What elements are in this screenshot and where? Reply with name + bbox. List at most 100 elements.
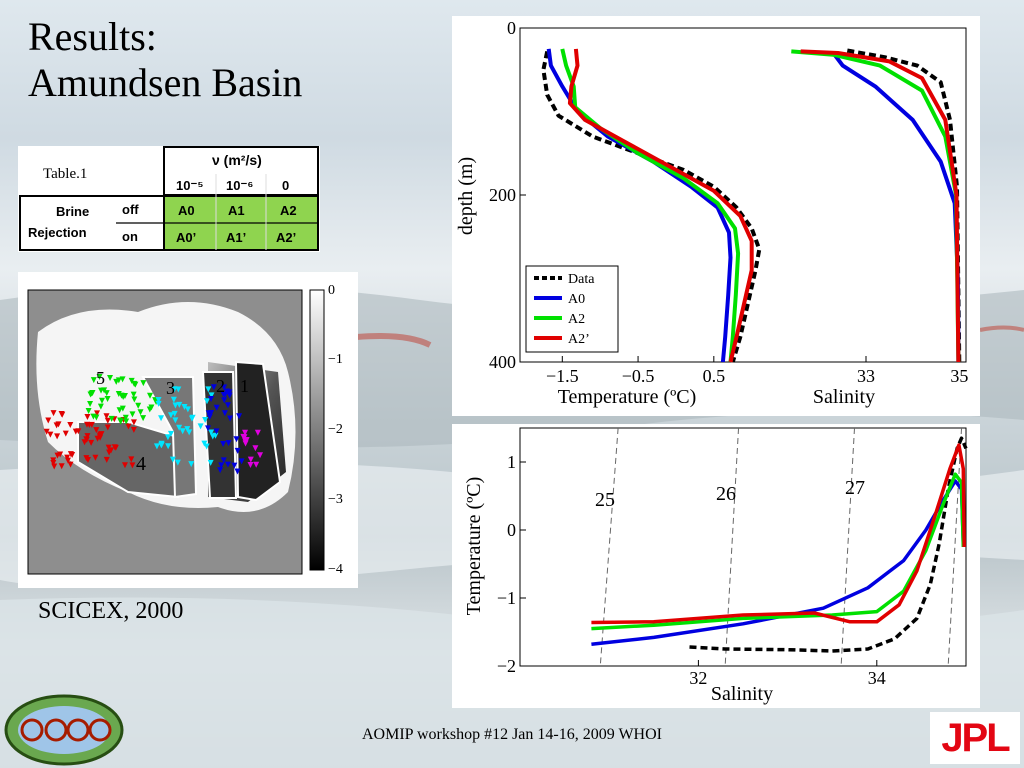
table-row-group-line1: Brine bbox=[56, 204, 89, 219]
isopycnal-label: 26 bbox=[716, 483, 736, 505]
marker-region-4 bbox=[103, 456, 110, 463]
marker-region-5 bbox=[90, 377, 97, 384]
series-line-a2 bbox=[591, 472, 966, 631]
marker-region-3 bbox=[169, 456, 176, 463]
marker-region-2 bbox=[225, 440, 232, 447]
marker-region-4 bbox=[111, 444, 118, 451]
y-tick-label: −1 bbox=[497, 588, 516, 608]
marker-region-3 bbox=[175, 386, 182, 393]
marker-region-2 bbox=[221, 397, 228, 404]
table-title: Table.1 bbox=[43, 166, 87, 182]
marker-region-2 bbox=[224, 402, 231, 409]
isopycnal-label: 27 bbox=[845, 477, 865, 499]
table-cell: A2 bbox=[280, 203, 297, 218]
map-colorbar bbox=[309, 289, 325, 571]
marker-region-4 bbox=[51, 463, 58, 470]
marker-region-3 bbox=[155, 397, 162, 404]
series-line-a0 bbox=[546, 48, 733, 363]
map-region-label: 4 bbox=[136, 453, 146, 475]
marker-region-5 bbox=[108, 415, 115, 422]
marker-region-4 bbox=[128, 456, 135, 463]
marker-region-4 bbox=[45, 417, 52, 424]
x-tick-label: 32 bbox=[689, 668, 707, 688]
plot-frame bbox=[519, 427, 967, 667]
marker-region-5 bbox=[123, 418, 130, 425]
marker-region-3 bbox=[208, 392, 215, 399]
marker-region-3 bbox=[176, 424, 183, 431]
marker-region-4 bbox=[129, 462, 136, 469]
x-tick-label: 0.5 bbox=[703, 366, 726, 386]
marker-region-5 bbox=[137, 409, 144, 416]
marker-region-3 bbox=[212, 432, 219, 439]
x-tick-label: 34 bbox=[868, 668, 886, 688]
series-line-a2 bbox=[591, 443, 966, 625]
footer-text: AOMIP workshop #12 Jan 14-16, 2009 WHOI bbox=[362, 726, 662, 743]
marker-region-2 bbox=[218, 462, 225, 469]
marker-region-5 bbox=[115, 390, 122, 397]
x-tick-label: −0.5 bbox=[622, 366, 655, 386]
profile-chart: 0 200 400 −1.5 −0.5 0.5 33 35 depth (m) Tempera… bbox=[452, 16, 980, 416]
jpl-logo-text: JPL bbox=[941, 716, 1010, 760]
y-tick-label: 0 bbox=[507, 520, 516, 540]
series-line-data bbox=[846, 48, 962, 363]
table-row-label-off: off bbox=[122, 202, 139, 217]
marker-region-4 bbox=[121, 462, 128, 469]
map-region-label: 5 bbox=[96, 368, 105, 388]
marker-region-2 bbox=[238, 458, 245, 465]
marker-region-2 bbox=[205, 425, 212, 432]
marker-region-3 bbox=[184, 406, 191, 413]
title-line-1: Results: bbox=[28, 14, 157, 59]
marker-region-3 bbox=[207, 459, 214, 466]
marker-region-3 bbox=[202, 416, 209, 423]
map-region-label: 2 bbox=[216, 376, 225, 396]
y-tick-label: 1 bbox=[507, 452, 516, 472]
marker-region-2 bbox=[213, 428, 220, 435]
marker-region-2 bbox=[220, 457, 227, 464]
marker-region-4 bbox=[54, 452, 61, 459]
marker-region-4 bbox=[130, 419, 137, 426]
marker-region-5 bbox=[120, 393, 127, 400]
series-line-a0 bbox=[591, 479, 966, 646]
marker-region-3 bbox=[188, 461, 195, 468]
marker-region-3 bbox=[153, 443, 160, 450]
table-header-nu: ν (m²/s) bbox=[212, 152, 262, 168]
marker-region-1 bbox=[242, 429, 249, 436]
marker-region-4 bbox=[54, 433, 61, 440]
marker-region-4 bbox=[104, 417, 111, 424]
x-tick-label: −1.5 bbox=[546, 366, 579, 386]
marker-region-2 bbox=[234, 447, 241, 454]
table-cell: A0 bbox=[178, 203, 195, 218]
experiment-table: Table.1 ν (m²/s) 10⁻⁵ 10⁻⁶ 0 Brine Rejec… bbox=[18, 146, 320, 252]
marker-region-3 bbox=[171, 410, 178, 417]
marker-region-2 bbox=[227, 415, 234, 422]
marker-region-2 bbox=[236, 413, 243, 420]
marker-region-1 bbox=[247, 461, 254, 468]
slide-title: Results: Amundsen Basin bbox=[28, 14, 302, 106]
marker-region-5 bbox=[93, 414, 100, 421]
marker-region-5 bbox=[129, 411, 136, 418]
marker-region-5 bbox=[87, 391, 94, 398]
marker-region-3 bbox=[205, 386, 212, 393]
marker-region-4 bbox=[88, 439, 95, 446]
legend-entry: A0 bbox=[568, 292, 585, 307]
marker-region-4 bbox=[55, 421, 62, 428]
y-tick-label: 0 bbox=[507, 18, 516, 38]
marker-region-2 bbox=[221, 410, 228, 417]
marker-region-5 bbox=[98, 387, 105, 394]
marker-region-4 bbox=[84, 413, 91, 420]
y-axis-label: depth (m) bbox=[455, 157, 477, 235]
marker-region-3 bbox=[172, 417, 179, 424]
marker-region-1 bbox=[254, 429, 261, 436]
marker-region-2 bbox=[234, 468, 241, 475]
table-col-2: 10⁻⁶ bbox=[226, 178, 253, 193]
x-tick-label: 35 bbox=[950, 366, 968, 386]
table-col-1: 10⁻⁵ bbox=[176, 178, 203, 193]
marker-region-5 bbox=[147, 392, 154, 399]
marker-region-4 bbox=[130, 426, 137, 433]
marker-region-1 bbox=[247, 456, 254, 463]
marker-region-1 bbox=[242, 440, 249, 447]
isopycnal-label: 25 bbox=[595, 489, 615, 511]
legend-entry: Data bbox=[568, 272, 595, 287]
marker-region-3 bbox=[167, 430, 174, 437]
marker-region-3 bbox=[184, 426, 191, 433]
